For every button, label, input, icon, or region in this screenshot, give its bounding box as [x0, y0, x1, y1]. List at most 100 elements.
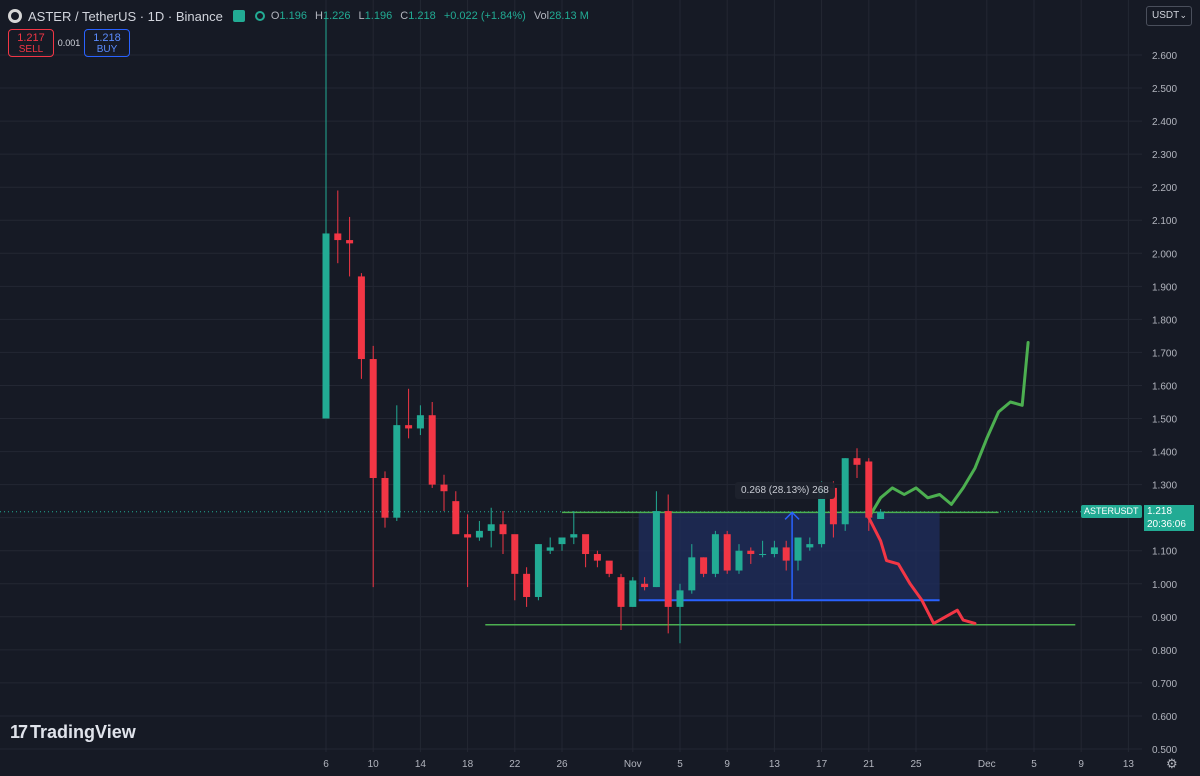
candle-body — [700, 557, 708, 574]
candle-body — [416, 415, 424, 429]
close-value: 1.218 — [408, 10, 436, 22]
candle-body — [806, 544, 814, 548]
high-value: 1.226 — [322, 10, 351, 22]
x-tick-label: 25 — [910, 759, 922, 770]
candle-body — [440, 484, 448, 492]
candle-body — [818, 487, 826, 545]
settings-gear-icon[interactable]: ⚙ — [1166, 756, 1178, 771]
candle-body — [322, 233, 330, 419]
candle-body — [759, 554, 767, 556]
candle-body — [770, 547, 778, 555]
candle-body — [641, 583, 649, 588]
y-tick-label: 1.900 — [1152, 282, 1177, 293]
y-tick-label: 1.300 — [1152, 481, 1177, 492]
y-tick-label: 2.000 — [1152, 249, 1177, 260]
x-tick-label: 14 — [415, 759, 427, 770]
volume-value: 28.13 M — [549, 10, 589, 22]
change-value: +0.022 (+1.84%) — [443, 10, 526, 22]
candle-body — [841, 458, 849, 525]
x-tick-label: 13 — [769, 759, 781, 770]
x-tick-label: Nov — [624, 759, 642, 770]
candle-body — [393, 425, 401, 518]
x-tick-label: 6 — [323, 759, 329, 770]
y-tick-label: 1.600 — [1152, 381, 1177, 392]
visibility-icon[interactable] — [254, 11, 265, 21]
candle-body — [511, 534, 519, 574]
open-value: 1.196 — [279, 10, 307, 22]
candle-body — [523, 573, 531, 597]
x-tick-label: 10 — [368, 759, 380, 770]
candle-body — [452, 501, 460, 535]
candle-body — [605, 560, 613, 574]
candle-body — [853, 458, 861, 465]
candle-body — [664, 511, 672, 607]
candle-body — [676, 590, 684, 607]
y-tick-label: 2.100 — [1152, 216, 1177, 227]
measure-label: 0.268 (28.13%) 268 — [735, 482, 835, 499]
y-tick-label: 0.900 — [1152, 613, 1177, 624]
y-tick-label: 1.800 — [1152, 315, 1177, 326]
x-tick-label: 21 — [863, 759, 875, 770]
y-tick-label: 1.700 — [1152, 348, 1177, 359]
candle-body — [617, 577, 625, 607]
y-tick-label: 2.600 — [1152, 51, 1177, 62]
candle-body — [782, 547, 790, 561]
x-tick-label: 17 — [816, 759, 828, 770]
candle-body — [865, 461, 873, 518]
candle-body — [735, 550, 743, 571]
y-tick-label: 1.100 — [1152, 547, 1177, 558]
x-tick-label: 9 — [724, 759, 730, 770]
candle-body — [381, 478, 389, 518]
x-tick-label: 5 — [1031, 759, 1037, 770]
y-tick-label: 0.700 — [1152, 679, 1177, 690]
sell-button[interactable]: 1.217 SELL — [8, 29, 54, 57]
candle-body — [405, 425, 413, 429]
x-tick-label: Dec — [978, 759, 996, 770]
x-tick-label: 9 — [1078, 759, 1084, 770]
spread-value: 0.001 — [57, 38, 81, 48]
candle-body — [711, 534, 719, 574]
y-tick-label: 1.400 — [1152, 448, 1177, 459]
candle-body — [593, 554, 601, 561]
tradingview-logo[interactable]: 17 TradingView — [10, 722, 136, 743]
y-tick-label: 2.300 — [1152, 150, 1177, 161]
measure-arrow-head — [784, 511, 800, 520]
symbol-price-tag: ASTERUSDT — [1081, 505, 1142, 518]
bullish-projection-path — [867, 341, 1030, 520]
buy-label: BUY — [96, 44, 118, 55]
candle-body — [334, 233, 342, 241]
trade-buttons: 1.217 SELL 0.001 1.218 BUY — [8, 29, 130, 57]
candle-body — [499, 524, 507, 535]
candle-body — [428, 415, 436, 485]
time-axis[interactable]: 6 10 14 18 22 26 Nov 5 9 13 17 21 25 Dec 5 9 13 — [323, 759, 1134, 770]
y-tick-label: 1.500 — [1152, 415, 1177, 426]
candle-body — [570, 534, 578, 538]
candle-body — [546, 547, 554, 551]
bar-countdown: 20:36:06 — [1147, 519, 1186, 530]
candle-body — [688, 557, 696, 591]
candle-body — [629, 580, 637, 607]
x-tick-label: 5 — [677, 759, 683, 770]
y-tick-label: 2.500 — [1152, 84, 1177, 95]
candle-body — [346, 240, 354, 244]
candle-body — [794, 537, 802, 561]
x-tick-label: 13 — [1123, 759, 1135, 770]
currency-label: USDT — [1152, 10, 1180, 21]
x-tick-label: 22 — [509, 759, 521, 770]
y-tick-label: 1.000 — [1152, 580, 1177, 591]
candle-body — [558, 537, 566, 545]
market-status-icon[interactable] — [232, 10, 245, 22]
candle-body — [475, 530, 483, 538]
symbol-title[interactable]: ASTER / TetherUS · 1D · Binance — [28, 8, 223, 24]
candle-body — [464, 534, 472, 538]
buy-button[interactable]: 1.218 BUY — [84, 29, 130, 57]
y-tick-label: 0.800 — [1152, 646, 1177, 657]
candle-body — [582, 534, 590, 555]
sell-price: 1.217 — [17, 32, 45, 44]
candlestick-series — [322, 15, 885, 644]
price-axis[interactable]: 2.600 2.500 2.400 2.300 2.200 2.100 2.000 1.900… — [1152, 51, 1177, 756]
symbol-header: ASTER / TetherUS · 1D · Binance O1.196 H… — [8, 6, 594, 26]
currency-selector[interactable]: USDT ⌄ — [1146, 6, 1192, 26]
x-tick-label: 18 — [462, 759, 474, 770]
